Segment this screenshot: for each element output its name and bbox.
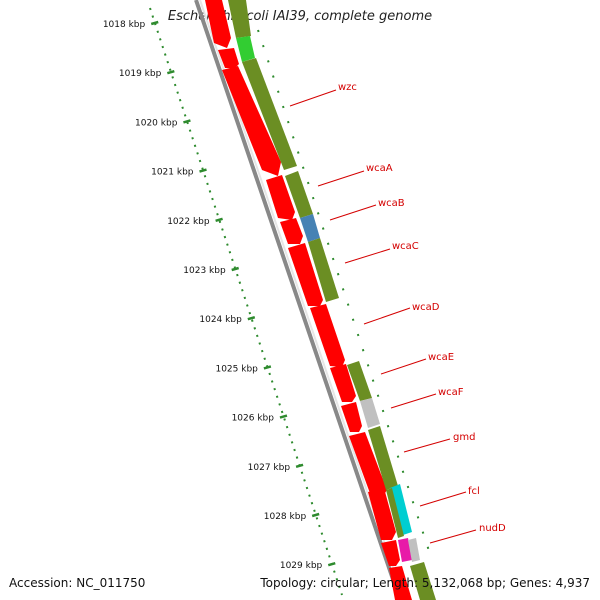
ruler-label: 1025 kbp bbox=[215, 364, 258, 374]
ruler-tick bbox=[231, 266, 240, 272]
ruler-label: 1018 kbp bbox=[103, 20, 146, 30]
cds-arrow bbox=[389, 566, 412, 600]
cds-arrow bbox=[381, 540, 400, 566]
band-segment-wcaB bbox=[300, 214, 320, 242]
gene-label-leaders bbox=[289, 89, 477, 544]
genome-summary-text: Topology: circular; Length: 5,132,068 bp… bbox=[260, 576, 590, 590]
ruler-tick bbox=[150, 20, 159, 26]
ruler-tick bbox=[327, 561, 336, 567]
band-segment bbox=[410, 562, 436, 600]
gene-label-gmd: gmd bbox=[453, 432, 475, 443]
ruler-tick bbox=[279, 414, 288, 419]
band-segment bbox=[228, 0, 251, 38]
band-segment bbox=[386, 488, 404, 538]
cds-arrow bbox=[368, 488, 396, 540]
cds-arrow bbox=[349, 432, 387, 496]
gene-label-wcaF: wcaF bbox=[438, 387, 464, 398]
cds-arrow bbox=[218, 48, 239, 68]
gene-label-wcaA: wcaA bbox=[366, 163, 393, 174]
cds-arrow bbox=[341, 402, 362, 432]
gene-label-wcaD: wcaD bbox=[412, 302, 440, 313]
ruler-label: 1019 kbp bbox=[119, 69, 162, 79]
band-segment bbox=[347, 361, 372, 401]
band-segment-wcaF bbox=[360, 398, 380, 428]
ruler-label: 1027 kbp bbox=[248, 463, 291, 473]
gene-label-wzc: wzc bbox=[338, 82, 357, 93]
ruler-label: 1021 kbp bbox=[151, 168, 194, 178]
band-segment-green bbox=[236, 36, 255, 62]
gene-label-wcaB: wcaB bbox=[378, 198, 405, 209]
gene-label-nudD: nudD bbox=[479, 523, 506, 534]
ruler-label: 1026 kbp bbox=[232, 414, 275, 424]
accession-text: Accession: NC_011750 bbox=[9, 576, 146, 590]
gene-label-fcl: fcl bbox=[468, 486, 480, 497]
ruler-label: 1020 kbp bbox=[135, 118, 178, 128]
ruler-label: 1028 kbp bbox=[264, 512, 307, 522]
ruler-tick bbox=[166, 69, 175, 75]
band-ruler bbox=[257, 29, 433, 561]
band-segment-fcl bbox=[390, 484, 412, 536]
cds-arrow bbox=[288, 243, 323, 306]
cds-arrow bbox=[310, 304, 345, 367]
ruler-tick bbox=[247, 315, 256, 321]
cds-features bbox=[205, 0, 412, 600]
ruler-tick bbox=[311, 512, 320, 518]
ruler-labels: 1018 kbp 1019 kbp 1020 kbp 1021 kbp 1022 kbp… bbox=[103, 20, 323, 571]
gene-labels: wzc wcaA wcaB wcaC wcaD wcaE wcaF gmd fcl nudD bbox=[338, 82, 506, 534]
band-segment bbox=[285, 171, 313, 218]
ruler-tick bbox=[263, 365, 272, 370]
ruler-tick bbox=[295, 463, 304, 469]
ruler-ticks bbox=[150, 20, 336, 567]
band-segment bbox=[242, 58, 297, 170]
cds-arrow bbox=[205, 0, 231, 48]
ruler-label: 1024 kbp bbox=[199, 315, 242, 325]
genome-backbone bbox=[194, 0, 402, 600]
ruler-label: 1022 kbp bbox=[167, 217, 210, 227]
band-segment-nudD bbox=[398, 538, 412, 562]
gene-label-wcaE: wcaE bbox=[428, 352, 454, 363]
ruler-tick bbox=[215, 217, 223, 223]
band-segment bbox=[308, 238, 339, 302]
gene-label-wcaC: wcaC bbox=[392, 241, 419, 252]
gene-band bbox=[228, 0, 436, 600]
ruler-tick bbox=[183, 119, 191, 124]
cds-arrow bbox=[330, 364, 356, 402]
ruler-tick bbox=[199, 168, 207, 173]
band-segment bbox=[368, 426, 398, 490]
ruler-label: 1029 kbp bbox=[280, 561, 323, 571]
cds-arrow bbox=[266, 175, 295, 220]
ruler-label: 1023 kbp bbox=[183, 266, 226, 276]
cds-arrow bbox=[280, 218, 303, 244]
band-segment bbox=[408, 538, 420, 562]
cds-arrow bbox=[222, 66, 281, 176]
